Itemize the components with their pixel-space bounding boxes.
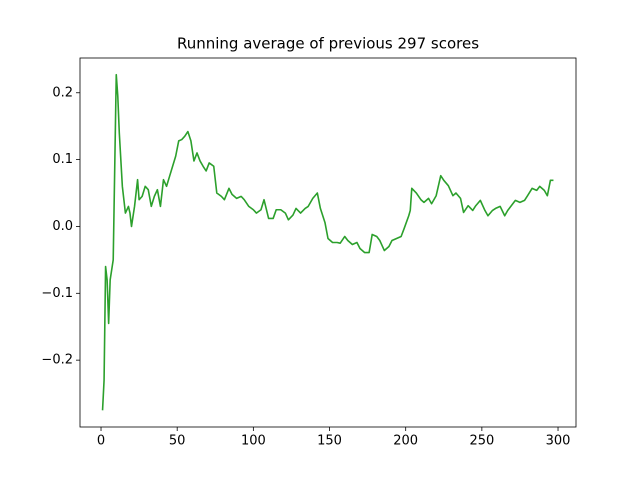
y-tick-label: −0.1 <box>41 286 73 301</box>
y-tick-label: 0.2 <box>52 85 73 100</box>
line-series <box>101 73 554 411</box>
plot-frame <box>79 57 577 428</box>
x-tick-label: 250 <box>469 434 494 449</box>
x-tick-label: 0 <box>97 434 105 449</box>
x-tick-label: 100 <box>241 434 266 449</box>
x-tick-label: 150 <box>317 434 342 449</box>
x-tick-label: 300 <box>546 434 571 449</box>
y-tick-label: −0.2 <box>41 353 73 368</box>
chart-title: Running average of previous 297 scores <box>177 35 479 53</box>
x-tick-label: 200 <box>393 434 418 449</box>
y-tick-label: 0.1 <box>52 152 73 167</box>
y-tick-label: 0.0 <box>52 219 73 234</box>
x-tick-label: 50 <box>169 434 186 449</box>
